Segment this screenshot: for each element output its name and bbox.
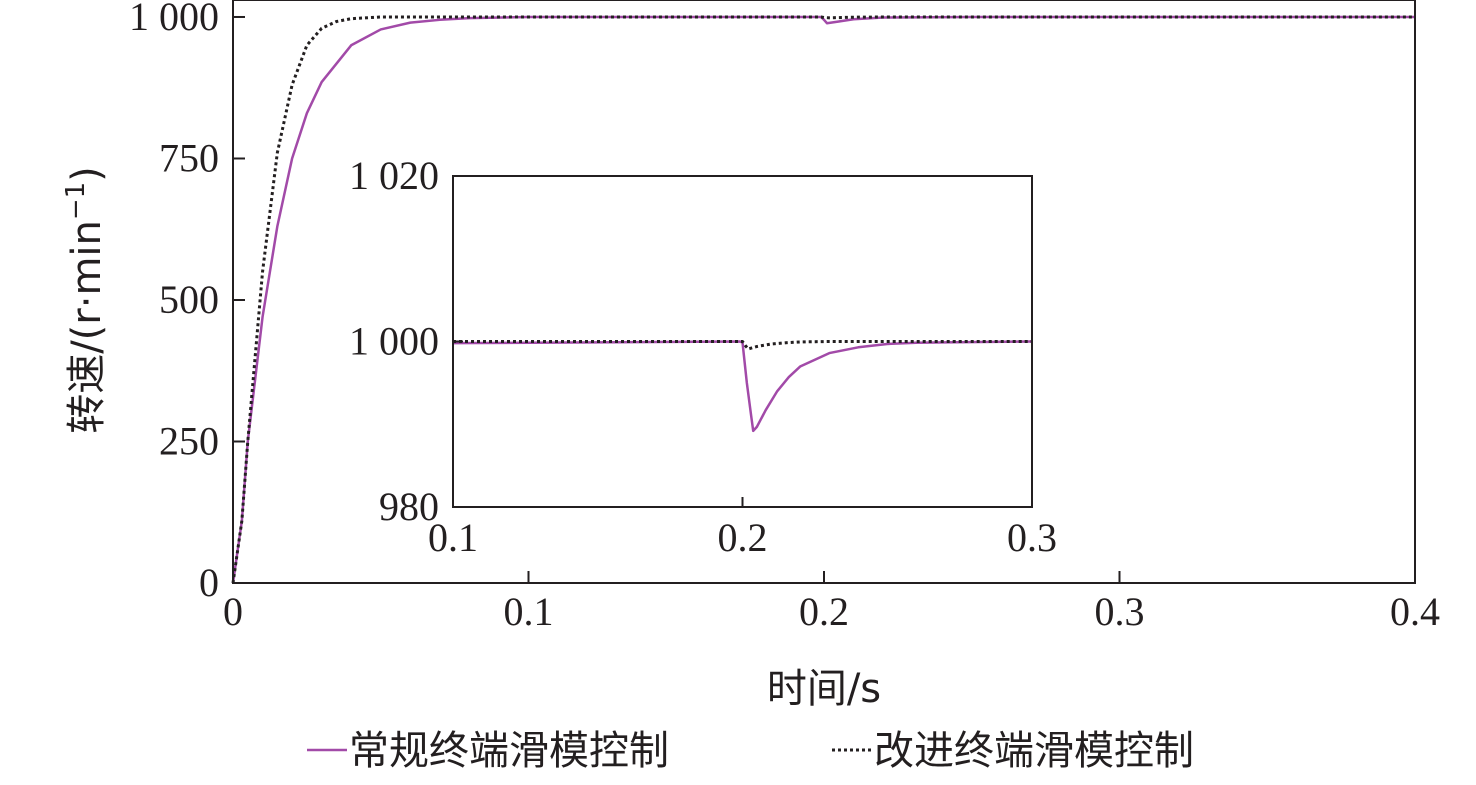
series-line-0 [231, 15, 1415, 584]
y-tick-label: 1 000 [129, 0, 219, 39]
legend-label-0: 常规终端滑模控制 [349, 728, 669, 774]
inset-y-tick-label: 1 000 [349, 319, 439, 364]
inset-y-tick-label: 1 020 [349, 153, 439, 198]
series-line-1 [231, 15, 1415, 584]
y-axis-title-exponent: −1 [61, 182, 91, 220]
y-tick-label: 250 [159, 418, 219, 463]
x-tick-label: 0.4 [1390, 589, 1440, 634]
inset-x-tick-label: 0.2 [718, 515, 768, 560]
y-axis-title-close: ) [64, 166, 110, 182]
legend-label-1: 改进终端滑模控制 [874, 728, 1194, 774]
y-tick-label: 0 [199, 560, 219, 605]
inset-x-tick-label: 0.3 [1007, 515, 1057, 560]
x-tick-label: 0.3 [1095, 589, 1145, 634]
y-tick-label: 750 [159, 135, 219, 180]
x-tick-label: 0.1 [504, 589, 554, 634]
x-tick-label: 0 [223, 589, 243, 634]
x-axis-title: 时间/s [767, 666, 881, 712]
inset-plot: 0.1 0.2 0.3 980 1 000 1 020 [349, 153, 1057, 560]
main-plot: 0 0.1 0.2 0.3 0.4 0 250 500 750 1 000 时间/s 转速/(r·mi… [61, 0, 1440, 712]
legend: 常规终端滑模控制 改进终端滑模控制 [307, 728, 1194, 774]
y-axis-title-text: 转速/(r·min [64, 220, 110, 434]
inset-x-tick-label: 0.1 [428, 515, 478, 560]
inset-y-tick-label: 980 [379, 484, 439, 529]
x-tick-label: 0.2 [799, 589, 849, 634]
inset-series-line-1 [453, 340, 1032, 351]
y-axis-title: 转速/(r·min−1) [61, 166, 110, 434]
y-tick-label: 500 [159, 277, 219, 322]
